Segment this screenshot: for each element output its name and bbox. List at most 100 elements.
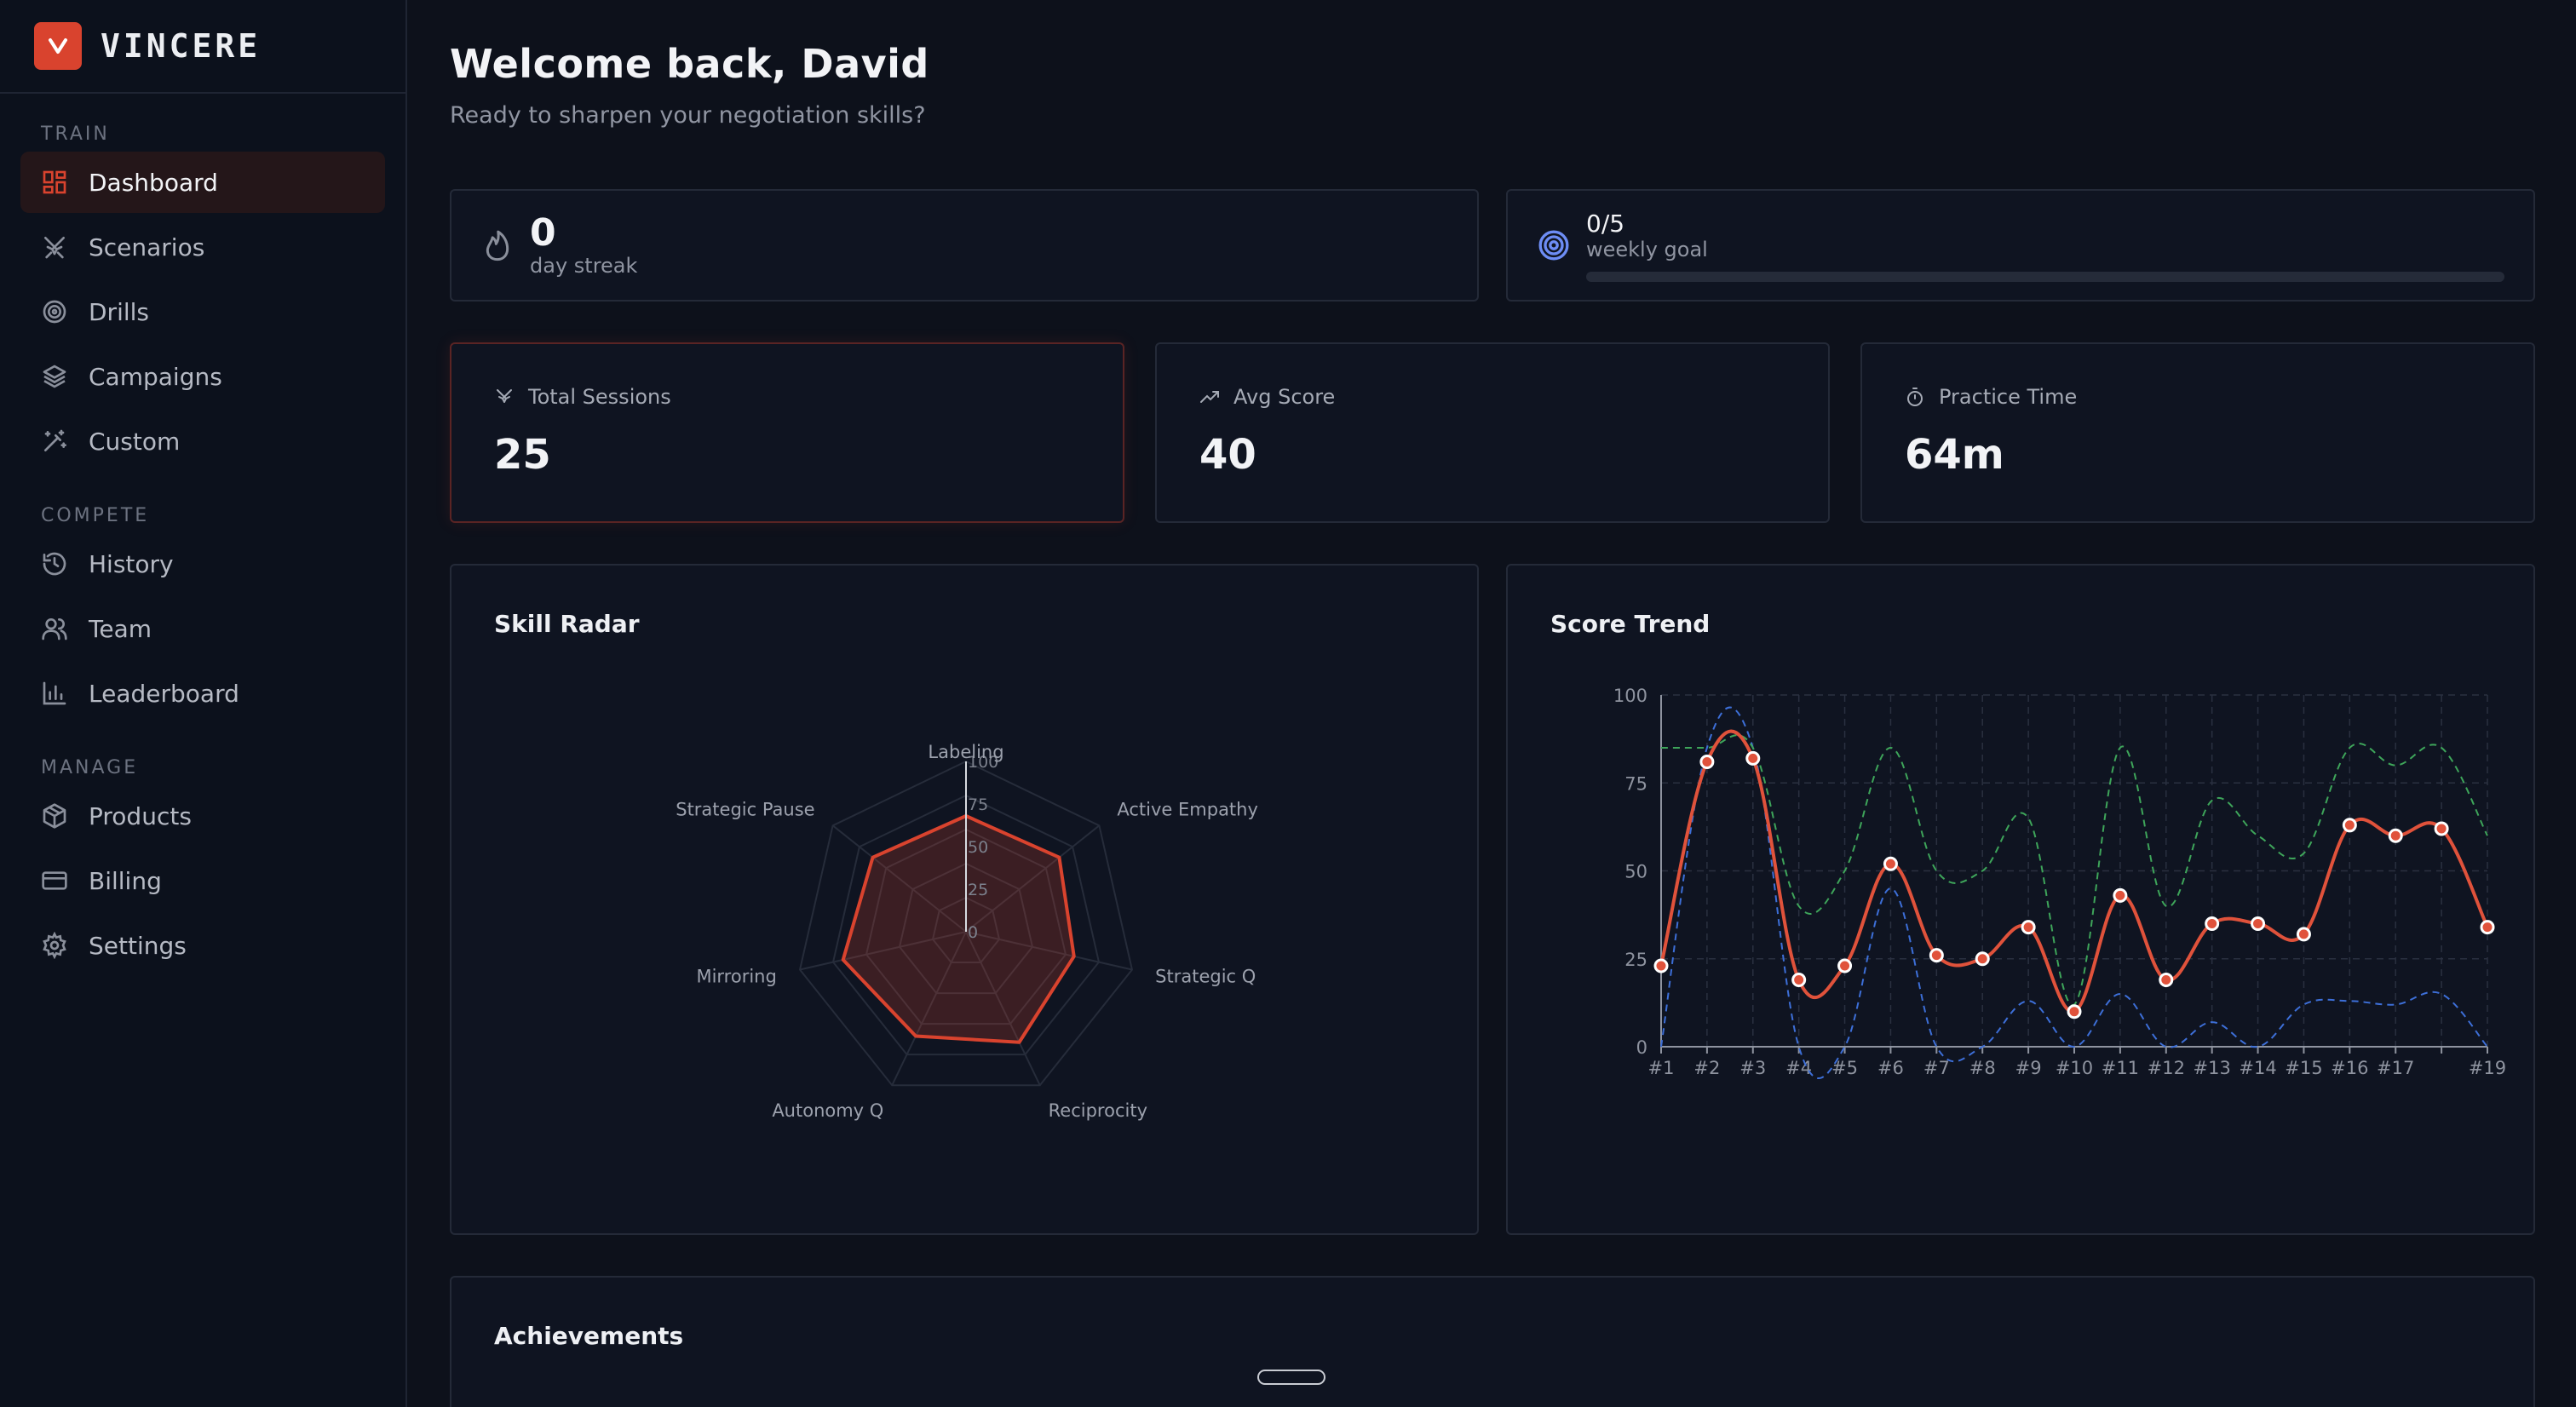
section-label-compete: COMPETE (41, 505, 150, 526)
sidebar-item-scenarios[interactable]: Scenarios (20, 216, 385, 278)
main-content: Welcome back, David Ready to sharpen you… (407, 0, 2576, 1407)
sidebar-item-leaderboard[interactable]: Leaderboard (20, 663, 385, 724)
radar-tick-label: 75 (968, 795, 988, 814)
x-tick-label: #16 (2331, 1058, 2368, 1078)
goal-label: weekly goal (1586, 237, 1708, 261)
skill-radar-panel: Skill Radar 0 25 50 75 100 Labeling Active Emp… (450, 564, 1479, 1235)
metric-label: Avg Score (1233, 385, 1336, 409)
sidebar-item-dashboard[interactable]: Dashboard (20, 152, 385, 213)
score-trend-panel: Score Trend 0 25 50 75 100 #1 #2 #3 #4 #5 #6 #7 #8 #9… (1506, 564, 2535, 1235)
x-tick-label: #13 (2194, 1058, 2231, 1078)
page-title: Welcome back, David (450, 41, 929, 87)
metric-label: Total Sessions (528, 385, 671, 409)
radar-tick-label: 100 (968, 753, 998, 772)
radar-axis-label: Autonomy Q (772, 1100, 883, 1121)
x-tick-label: #15 (2285, 1058, 2322, 1078)
x-tick-label: #2 (1693, 1058, 1720, 1078)
streak-label: day streak (530, 254, 638, 278)
users-icon (42, 618, 67, 640)
brand[interactable]: VINCERE (0, 0, 405, 94)
data-point (2113, 887, 2128, 903)
sidebar-item-billing[interactable]: Billing (20, 850, 385, 911)
radar-spoke (891, 931, 967, 1086)
credit-card-icon (42, 871, 67, 890)
data-point (2067, 1004, 2082, 1019)
y-tick-label: 50 (1624, 862, 1647, 882)
data-point (2021, 920, 2036, 935)
radar-spoke (832, 824, 967, 933)
x-tick-label: #4 (1785, 1058, 1812, 1078)
history-icon (43, 552, 66, 576)
sidebar-item-label: Settings (89, 931, 187, 960)
sidebar-item-label: Leaderboard (89, 679, 239, 708)
gear-icon (43, 932, 66, 959)
goal-progress-bar (1586, 271, 2504, 282)
goal-value: 0/5 (1586, 209, 1625, 238)
achievements-panel: Achievements (450, 1276, 2535, 1407)
series-line-upper (1661, 734, 2488, 1006)
x-tick-label: #17 (2377, 1058, 2414, 1078)
trending-up-icon (1200, 391, 1219, 403)
sidebar-item-custom[interactable]: Custom (20, 411, 385, 472)
data-point (2434, 821, 2449, 836)
sidebar-item-settings[interactable]: Settings (20, 915, 385, 976)
data-point (1975, 951, 1990, 967)
sidebar-item-label: Billing (89, 866, 162, 895)
sidebar-item-products[interactable]: Products (20, 785, 385, 847)
data-point (1883, 856, 1898, 871)
scroll-indicator[interactable] (1257, 1370, 1325, 1385)
avg-score-card[interactable]: Avg Score 40 (1155, 342, 1830, 523)
x-tick-label: #14 (2239, 1058, 2276, 1078)
data-point (2251, 916, 2266, 931)
data-point (2159, 973, 2174, 988)
sidebar-item-drills[interactable]: Drills (20, 281, 385, 342)
swords-icon (497, 389, 512, 403)
radar-spoke (799, 931, 967, 971)
wand-icon (44, 429, 66, 451)
radar-tick-label: 25 (968, 881, 988, 899)
data-point (1745, 750, 1761, 766)
streak-value: 0 (530, 211, 556, 255)
metric-value: 25 (494, 431, 551, 479)
goal-target-icon (1538, 230, 1569, 261)
x-tick-label: #11 (2102, 1058, 2139, 1078)
x-tick-label: #6 (1877, 1058, 1904, 1078)
total-sessions-card[interactable]: Total Sessions 25 (450, 342, 1124, 523)
timer-icon (1907, 388, 1923, 406)
panel-title: Score Trend (1550, 610, 1711, 638)
layers-icon (43, 365, 66, 388)
data-point (2205, 916, 2220, 931)
x-tick-label: #8 (1969, 1058, 1996, 1078)
greeting: Welcome back, David Ready to sharpen you… (450, 41, 929, 129)
swords-icon (44, 237, 65, 259)
radar-axis-label: Reciprocity (1049, 1100, 1147, 1121)
data-point (1699, 754, 1715, 769)
data-point (2342, 818, 2357, 833)
x-tick-label: #3 (1739, 1058, 1766, 1078)
brand-name: VINCERE (101, 27, 262, 65)
data-point (2296, 927, 2311, 942)
radar-grid-ring (865, 828, 1067, 1025)
sidebar: VINCERE TRAIN Dashboard Scenarios Drills… (0, 0, 407, 1407)
section-label-train: TRAIN (41, 123, 110, 145)
radar-axis-label: Strategic Pause (676, 799, 814, 819)
data-point (1929, 948, 1944, 963)
flame-icon (486, 230, 509, 261)
radar-grid-ring (931, 896, 1001, 964)
radar-spoke (965, 824, 1100, 933)
practice-time-card[interactable]: Practice Time 64m (1860, 342, 2535, 523)
x-tick-label: #9 (2015, 1058, 2042, 1078)
radar-spoke (965, 931, 1041, 1086)
radar-axis-label: Mirroring (696, 967, 776, 987)
sidebar-item-history[interactable]: History (20, 533, 385, 594)
bar-chart-icon (43, 681, 66, 705)
radar-grid-ring (898, 862, 1034, 995)
radar-axis-label: Labeling (928, 742, 1003, 762)
sidebar-item-label: Team (89, 614, 152, 643)
x-tick-label: #7 (1923, 1058, 1950, 1078)
x-tick-label: #12 (2148, 1058, 2185, 1078)
page-subtitle: Ready to sharpen your negotiation skills… (450, 102, 926, 129)
y-tick-label: 75 (1624, 773, 1647, 794)
sidebar-item-campaigns[interactable]: Campaigns (20, 346, 385, 407)
sidebar-item-team[interactable]: Team (20, 598, 385, 659)
